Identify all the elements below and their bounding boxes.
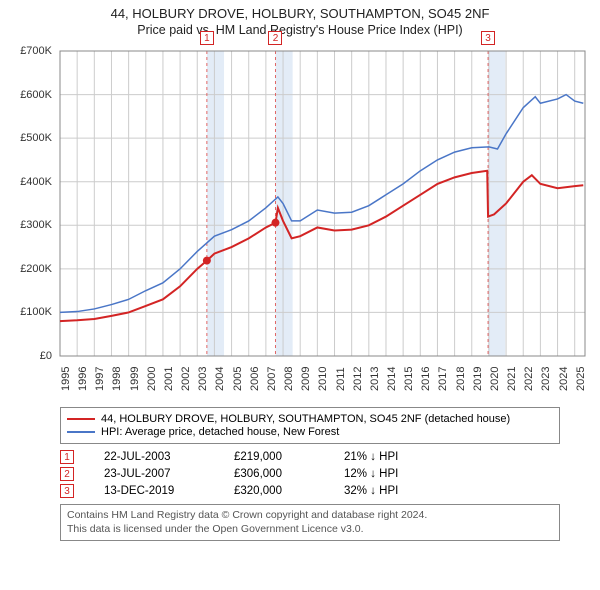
- transaction-price: £306,000: [234, 468, 314, 480]
- transaction-diff: 12% ↓ HPI: [344, 468, 434, 480]
- legend: 44, HOLBURY DROVE, HOLBURY, SOUTHAMPTON,…: [60, 407, 560, 444]
- transaction-diff: 32% ↓ HPI: [344, 485, 434, 497]
- legend-row: 44, HOLBURY DROVE, HOLBURY, SOUTHAMPTON,…: [67, 413, 553, 425]
- x-tick-label: 1996: [77, 367, 89, 391]
- x-tick-label: 2016: [420, 367, 432, 391]
- x-tick-label: 2017: [437, 367, 449, 391]
- x-tick-label: 2002: [180, 367, 192, 391]
- transaction-marker: 1: [60, 450, 74, 464]
- x-tick-label: 2003: [197, 367, 209, 391]
- chart-marker-box: 3: [481, 31, 495, 45]
- x-tick-label: 1995: [60, 367, 72, 391]
- chart-area: £0 £100K £200K £300K £400K £500K £600K £700K 19…: [10, 41, 590, 401]
- x-tick-label: 2022: [523, 367, 535, 391]
- footer-attribution: Contains HM Land Registry data © Crown c…: [60, 504, 560, 541]
- legend-row: HPI: Average price, detached house, New …: [67, 426, 553, 438]
- footer-line: Contains HM Land Registry data © Crown c…: [67, 509, 553, 523]
- y-tick-label: £500K: [20, 132, 52, 144]
- x-tick-label: 2019: [472, 367, 484, 391]
- title-block: 44, HOLBURY DROVE, HOLBURY, SOUTHAMPTON,…: [10, 6, 590, 37]
- legend-label: 44, HOLBURY DROVE, HOLBURY, SOUTHAMPTON,…: [101, 413, 510, 425]
- x-tick-label: 2000: [146, 367, 158, 391]
- legend-swatch: [67, 418, 95, 420]
- x-tick-label: 2015: [403, 367, 415, 391]
- x-tick-label: 2004: [214, 367, 226, 391]
- title-address: 44, HOLBURY DROVE, HOLBURY, SOUTHAMPTON,…: [10, 6, 590, 21]
- transaction-marker: 2: [60, 467, 74, 481]
- y-tick-label: £200K: [20, 263, 52, 275]
- transaction-price: £320,000: [234, 485, 314, 497]
- transaction-row: 3 13-DEC-2019 £320,000 32% ↓ HPI: [60, 484, 560, 498]
- legend-swatch: [67, 431, 95, 433]
- x-tick-label: 2010: [317, 367, 329, 391]
- footer-line: This data is licensed under the Open Gov…: [67, 523, 553, 537]
- x-tick-label: 2025: [575, 367, 587, 391]
- transaction-date: 22-JUL-2003: [104, 451, 204, 463]
- x-tick-label: 2007: [266, 367, 278, 391]
- x-tick-label: 2001: [163, 367, 175, 391]
- x-tick-label: 2008: [283, 367, 295, 391]
- x-tick-label: 2024: [558, 367, 570, 391]
- y-tick-label: £300K: [20, 219, 52, 231]
- x-tick-label: 2006: [249, 367, 261, 391]
- title-subtitle: Price paid vs. HM Land Registry's House …: [10, 23, 590, 37]
- chart-marker-box: 2: [268, 31, 282, 45]
- y-tick-label: £600K: [20, 89, 52, 101]
- transaction-row: 1 22-JUL-2003 £219,000 21% ↓ HPI: [60, 450, 560, 464]
- x-tick-label: 2005: [232, 367, 244, 391]
- transaction-price: £219,000: [234, 451, 314, 463]
- y-tick-label: £400K: [20, 176, 52, 188]
- chart-marker-box: 1: [200, 31, 214, 45]
- x-tick-label: 2023: [540, 367, 552, 391]
- x-tick-label: 2013: [369, 367, 381, 391]
- transaction-date: 23-JUL-2007: [104, 468, 204, 480]
- y-tick-label: £0: [40, 350, 52, 362]
- transaction-marker: 3: [60, 484, 74, 498]
- x-tick-label: 1999: [129, 367, 141, 391]
- x-tick-label: 2012: [352, 367, 364, 391]
- legend-label: HPI: Average price, detached house, New …: [101, 426, 339, 438]
- y-tick-label: £700K: [20, 45, 52, 57]
- x-tick-label: 2020: [489, 367, 501, 391]
- transaction-date: 13-DEC-2019: [104, 485, 204, 497]
- x-tick-label: 1998: [111, 367, 123, 391]
- transaction-table: 1 22-JUL-2003 £219,000 21% ↓ HPI 2 23-JU…: [60, 450, 560, 498]
- chart-svg: [10, 41, 590, 401]
- chart-container: 44, HOLBURY DROVE, HOLBURY, SOUTHAMPTON,…: [0, 0, 600, 547]
- transaction-diff: 21% ↓ HPI: [344, 451, 434, 463]
- x-tick-label: 2021: [506, 367, 518, 391]
- x-tick-label: 2009: [300, 367, 312, 391]
- x-tick-label: 1997: [94, 367, 106, 391]
- x-tick-label: 2014: [386, 367, 398, 391]
- x-tick-label: 2018: [455, 367, 467, 391]
- x-tick-label: 2011: [335, 367, 347, 391]
- transaction-row: 2 23-JUL-2007 £306,000 12% ↓ HPI: [60, 467, 560, 481]
- y-tick-label: £100K: [20, 306, 52, 318]
